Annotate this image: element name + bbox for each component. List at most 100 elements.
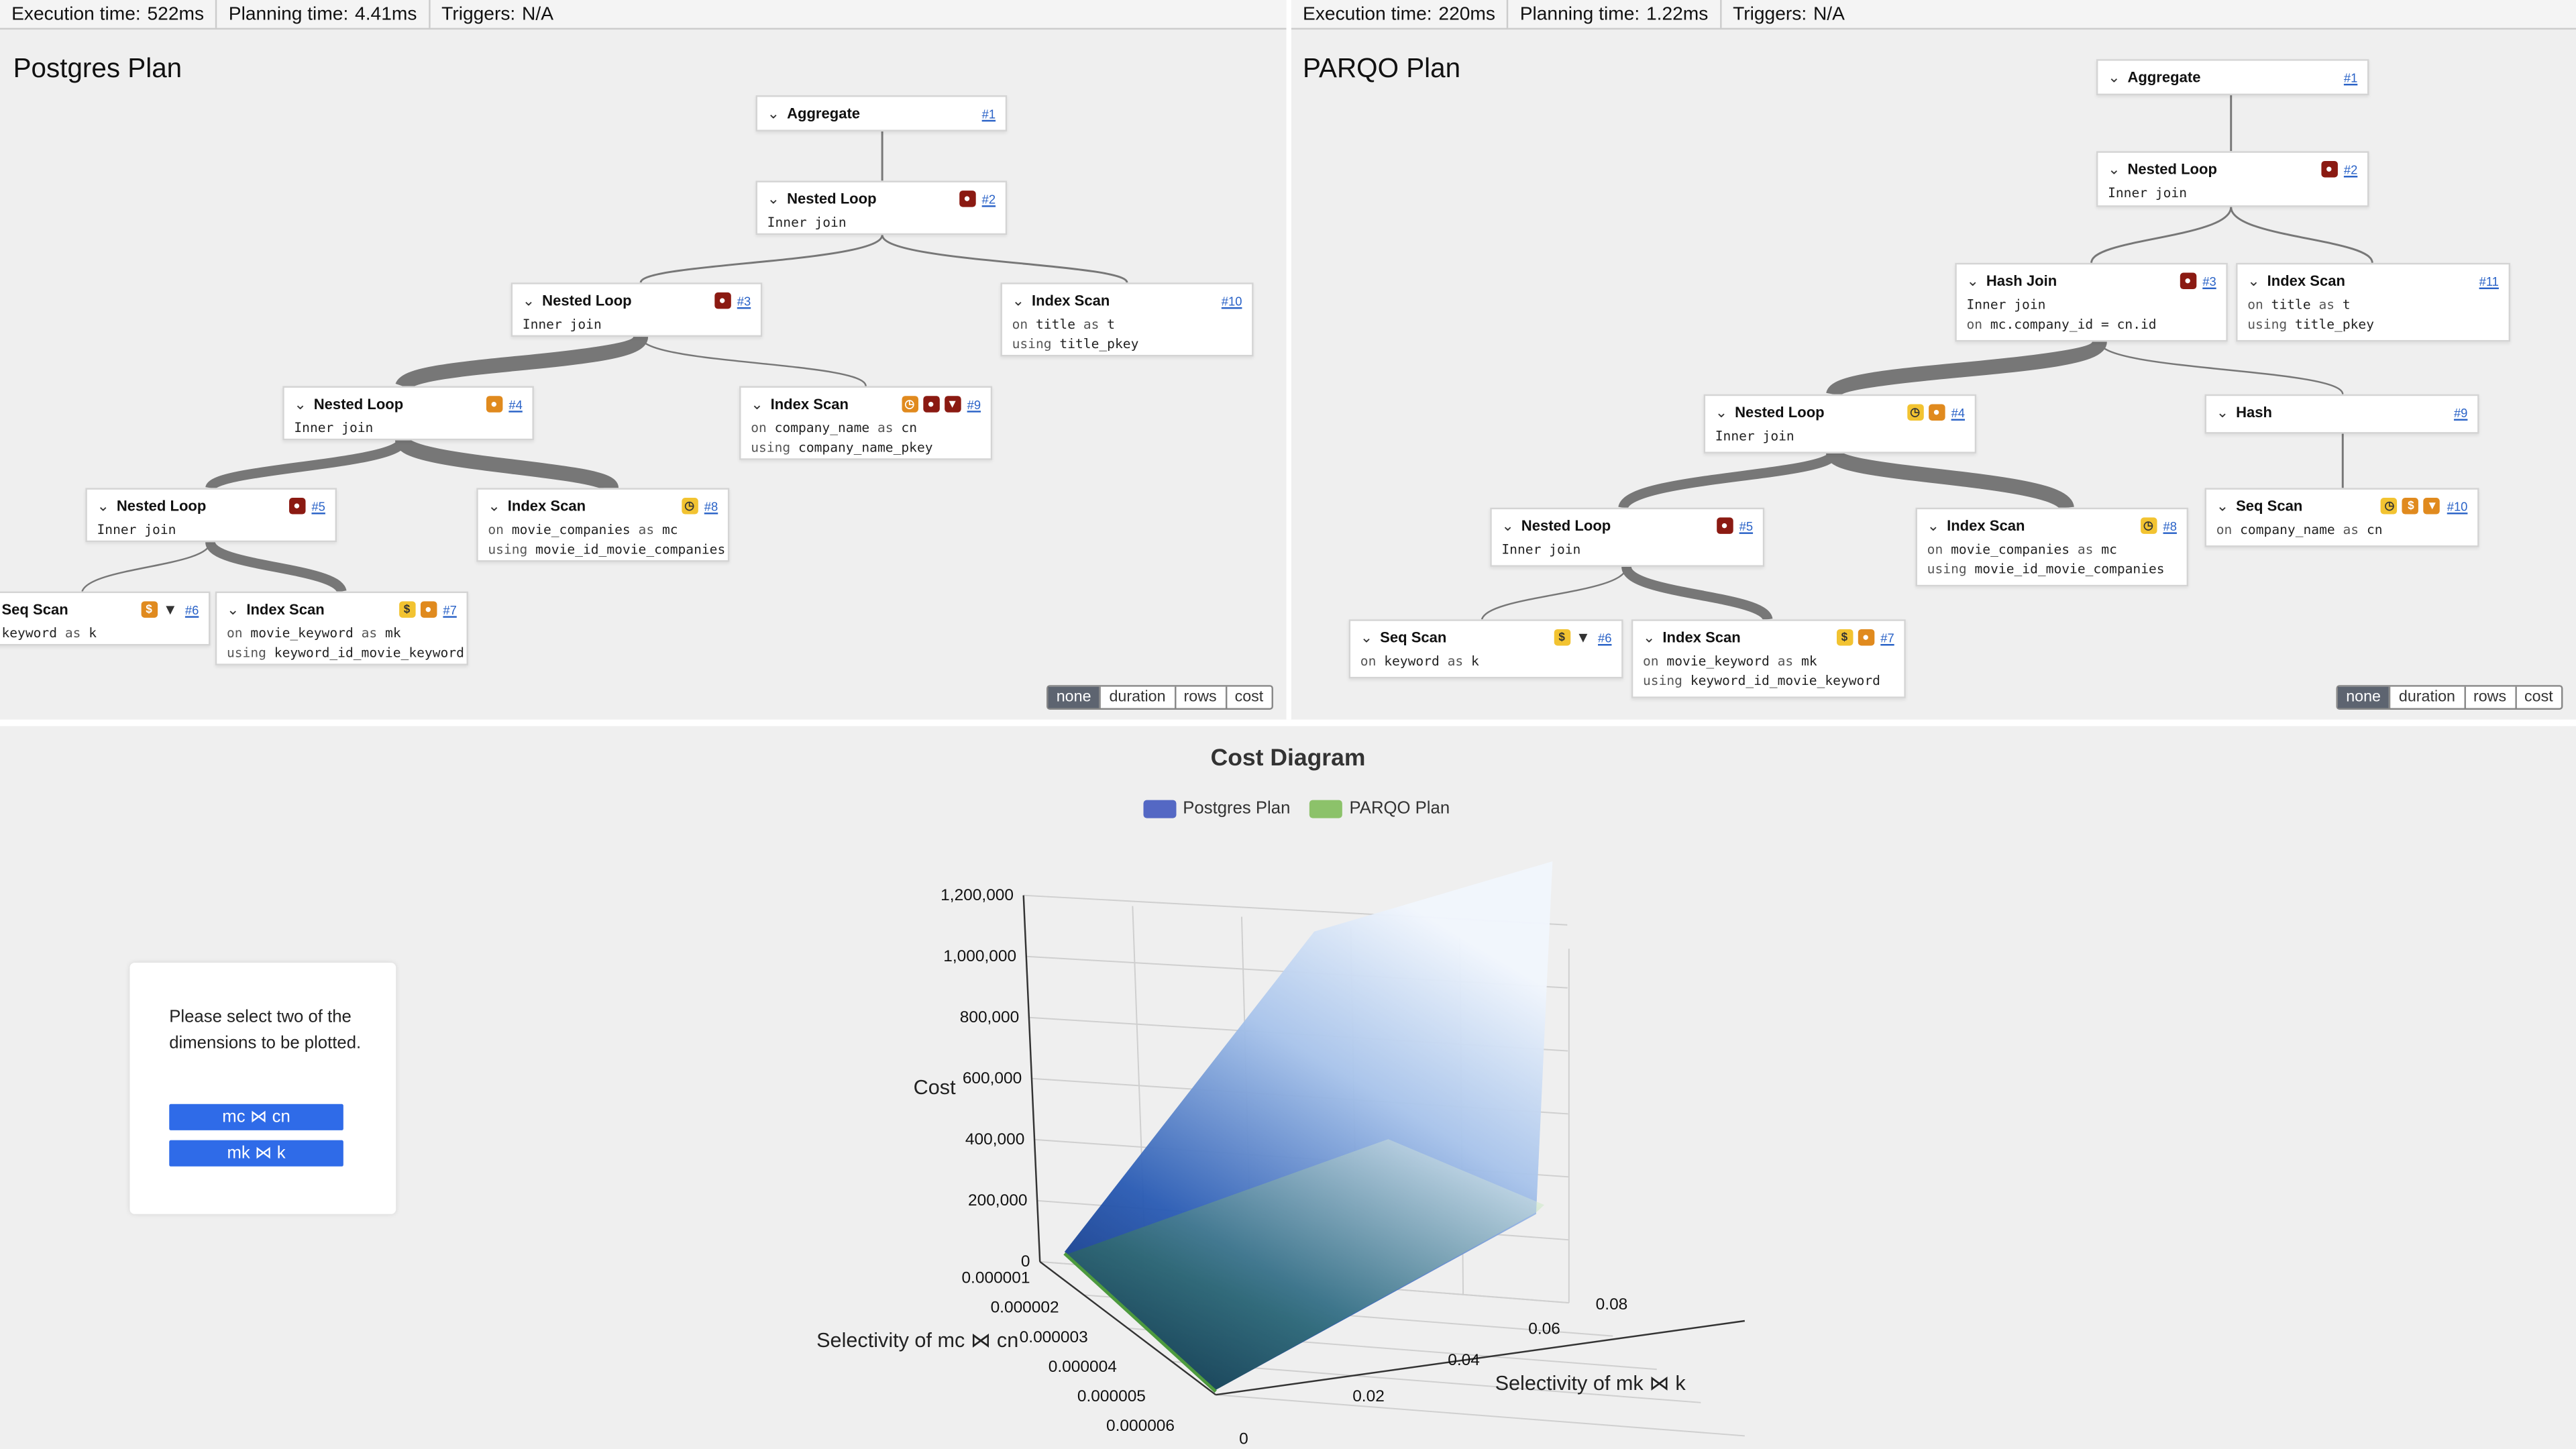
chevron-down-icon[interactable]: ⌄	[488, 496, 500, 514]
node-id-link[interactable]: #9	[2453, 405, 2468, 420]
chevron-down-icon[interactable]: ⌄	[97, 496, 109, 514]
triggers-value: N/A	[522, 4, 554, 24]
plan-node-aggregate[interactable]: ⌄ Aggregate #1	[2096, 59, 2369, 96]
legend-item-parqo[interactable]: PARQO Plan	[1309, 798, 1450, 818]
z-tick-label: 400,000	[965, 1130, 1024, 1148]
filter-icon: ▼	[2424, 498, 2440, 515]
chevron-down-icon[interactable]: ⌄	[1360, 628, 1373, 645]
plan-node-nested-loop[interactable]: ⌄ Nested Loop ● #5 Inner join	[85, 488, 337, 543]
toggle-rows[interactable]: rows	[1173, 686, 1225, 708]
status-bar: Execution time: 522ms Planning time: 4.41m…	[0, 0, 1287, 30]
chevron-down-icon[interactable]: ⌄	[2216, 496, 2229, 514]
y-tick-label: 0	[1239, 1430, 1248, 1448]
chevron-down-icon[interactable]: ⌄	[1012, 291, 1025, 309]
dollar-icon: $	[398, 601, 415, 618]
cost-surface-plot[interactable]: 0 200,000 400,000 600,000 800,000 1,000,000 1,…	[0, 726, 2576, 1449]
highlight-toggle: none duration rows cost	[2336, 685, 2563, 710]
node-id-link[interactable]: #1	[981, 105, 996, 121]
plan-node-hash-join[interactable]: ⌄ Hash Join ● #3 Inner join on mc.company_id…	[1955, 262, 2228, 342]
node-id-link[interactable]: #11	[2479, 273, 2499, 288]
toggle-cost[interactable]: cost	[1224, 686, 1272, 708]
node-id-link[interactable]: #2	[981, 191, 996, 207]
chevron-down-icon[interactable]: ⌄	[767, 189, 780, 207]
z-tick-label: 1,000,000	[943, 947, 1016, 965]
elephant-icon: ●	[288, 498, 305, 515]
plan-node-nested-loop[interactable]: ⌄ Nested Loop ● #5 Inner join	[1490, 507, 1765, 567]
chevron-down-icon[interactable]: ⌄	[2216, 403, 2229, 420]
filter-icon: ▼	[944, 396, 961, 413]
toggle-cost[interactable]: cost	[2514, 686, 2561, 708]
chevron-down-icon[interactable]: ⌄	[2247, 272, 2260, 288]
exec-time-value: 220ms	[1438, 4, 1495, 24]
node-id-link[interactable]: #10	[1221, 293, 1242, 309]
plan-node-index-scan[interactable]: ⌄ Index Scan ◷ #8 on movie_companies as mc u…	[476, 488, 730, 562]
chevron-down-icon[interactable]: ⌄	[294, 394, 307, 412]
plan-node-nested-loop[interactable]: ⌄ Nested Loop ● #3 Inner join	[511, 282, 763, 337]
chevron-down-icon[interactable]: ⌄	[751, 394, 763, 412]
node-id-link[interactable]: #7	[443, 602, 457, 617]
node-id-link[interactable]: #4	[1951, 405, 1966, 420]
plan-node-index-scan[interactable]: ⌄ Index Scan ◷ #8 on movie_companies as mc u…	[1915, 507, 2189, 587]
plan-node-nested-loop[interactable]: ⌄ Nested Loop ◷ ● #4 Inner join	[1703, 394, 1977, 453]
z-tick-label: 800,000	[960, 1008, 1019, 1026]
plan-node-seq-scan[interactable]: ⌄ Seq Scan ◷ $ ▼ #10 on company_name as cn	[2204, 488, 2479, 547]
chevron-down-icon[interactable]: ⌄	[522, 291, 535, 309]
z-tick-label: 600,000	[963, 1069, 1022, 1087]
plan-node-seq-scan[interactable]: ⌄ Seq Scan $ ▼ #6 on keyword as k	[1348, 619, 1623, 679]
plan-node-index-scan[interactable]: ⌄ Index Scan #10 on title as t using title_…	[1000, 282, 1254, 357]
node-id-link[interactable]: #10	[2447, 498, 2468, 514]
node-id-link[interactable]: #8	[704, 498, 718, 514]
parqo-plan-panel: Execution time: 220ms Planning time: 1.22m…	[1291, 0, 2576, 720]
node-id-link[interactable]: #6	[184, 602, 199, 617]
toggle-duration[interactable]: duration	[1099, 686, 1174, 708]
chevron-down-icon[interactable]: ⌄	[2108, 160, 2121, 177]
toggle-duration[interactable]: duration	[2389, 686, 2463, 708]
plan-node-index-scan[interactable]: ⌄ Index Scan $ ● #7 on movie_keyword as mk us…	[215, 591, 468, 665]
chevron-down-icon[interactable]: ⌄	[226, 600, 239, 617]
plan-node-index-scan[interactable]: ⌄ Index Scan #11 on title as t using title_…	[2236, 262, 2511, 342]
node-id-link[interactable]: #6	[1598, 630, 1612, 645]
x-tick-label: 0.000005	[1077, 1387, 1146, 1405]
plan-node-index-scan[interactable]: ⌄ Index Scan $ ● #7 on movie_keyword as mk us…	[1631, 619, 1906, 698]
plan-node-nested-loop[interactable]: ⌄ Nested Loop ● #2 Inner join	[2096, 151, 2369, 207]
chevron-down-icon[interactable]: ⌄	[1501, 517, 1514, 533]
node-id-link[interactable]: #9	[967, 396, 981, 412]
chevron-down-icon[interactable]: ⌄	[1715, 403, 1728, 420]
legend-item-postgres[interactable]: Postgres Plan	[1143, 798, 1290, 818]
plan-node-hash[interactable]: ⌄ Hash #9	[2204, 394, 2479, 434]
node-id-link[interactable]: #7	[1880, 630, 1894, 645]
node-id-link[interactable]: #2	[2343, 162, 2358, 177]
plan-node-index-scan[interactable]: ⌄ Index Scan ◷ ● ▼ #9 on company_name as cn us…	[739, 386, 993, 460]
exec-time-label: Execution time:	[11, 4, 141, 24]
plan-node-nested-loop[interactable]: ⌄ Nested Loop ● #4 Inner join	[282, 386, 534, 441]
dimension-button-mk-k[interactable]: mk ⋈ k	[169, 1140, 343, 1167]
x-axis-label: Selectivity of mc ⋈ cn	[816, 1329, 1018, 1352]
node-id-link[interactable]: #8	[2163, 518, 2177, 533]
chevron-down-icon[interactable]: ⌄	[1927, 517, 1940, 533]
dimension-button-mc-cn[interactable]: mc ⋈ cn	[169, 1104, 343, 1130]
plan-node-nested-loop[interactable]: ⌄ Nested Loop ● #2 Inner join	[755, 180, 1008, 235]
plot-surfaces	[1063, 861, 1553, 1393]
node-id-link[interactable]: #5	[1739, 518, 1754, 533]
postgres-plan-panel: Execution time: 522ms Planning time: 4.41m…	[0, 0, 1287, 720]
highlight-toggle: none duration rows cost	[1046, 685, 1273, 710]
node-id-link[interactable]: #4	[508, 396, 523, 412]
toggle-none[interactable]: none	[1048, 686, 1099, 708]
node-id-link[interactable]: #1	[2343, 70, 2358, 85]
node-id-link[interactable]: #5	[311, 498, 325, 514]
x-tick-label: 0.000004	[1049, 1358, 1117, 1376]
toggle-none[interactable]: none	[2337, 686, 2390, 708]
chevron-down-icon[interactable]: ⌄	[767, 104, 780, 121]
x-tick-label: 0.000006	[1106, 1417, 1175, 1435]
node-id-link[interactable]: #3	[2202, 273, 2216, 288]
node-id-link[interactable]: #3	[737, 293, 751, 309]
plan-node-aggregate[interactable]: ⌄ Aggregate #1	[755, 95, 1008, 131]
chevron-down-icon[interactable]: ⌄	[2108, 68, 2121, 85]
plan-node-seq-scan[interactable]: Seq Scan $ ▼ #6 keyword as k	[0, 591, 211, 646]
toggle-rows[interactable]: rows	[2463, 686, 2514, 708]
chevron-down-icon[interactable]: ⌄	[1966, 272, 1979, 288]
chevron-down-icon[interactable]: ⌄	[1643, 628, 1656, 645]
grid-line	[1171, 1360, 1701, 1403]
x-axis-line	[1039, 1260, 1216, 1396]
plan-edges	[1481, 95, 2373, 622]
